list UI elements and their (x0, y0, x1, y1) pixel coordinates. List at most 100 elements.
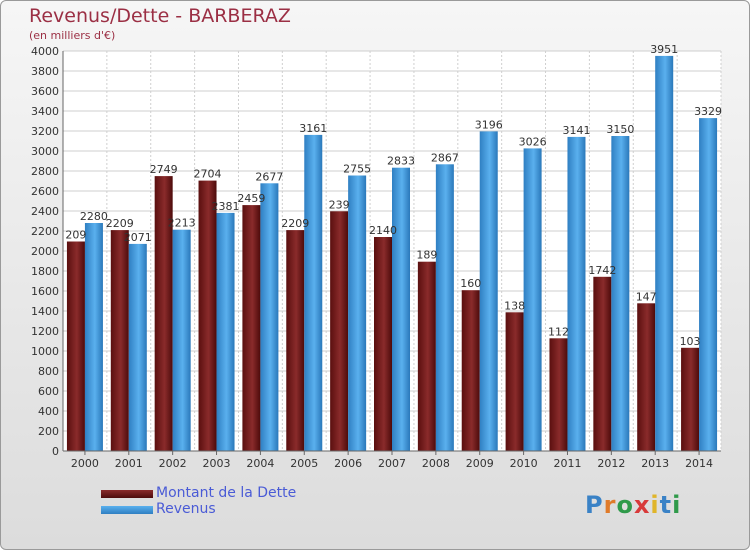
y-tick-label: 200 (38, 425, 59, 438)
bar-dette (154, 176, 173, 451)
x-tick-label: 2000 (71, 457, 99, 470)
bar-dette (242, 205, 261, 451)
x-tick-label: 2004 (246, 457, 274, 470)
bar-dette (198, 180, 217, 451)
y-tick-label: 1400 (31, 305, 59, 318)
data-label-dette: 2209 (281, 217, 309, 230)
bar-dette (637, 303, 656, 451)
y-tick-label: 3400 (31, 105, 59, 118)
x-tick-label: 2010 (510, 457, 538, 470)
bar-revenus (128, 243, 147, 451)
x-tick-label: 2008 (422, 457, 450, 470)
legend-swatch-revenus (101, 506, 153, 514)
bar-revenus (216, 212, 235, 451)
bar-dette (374, 237, 392, 451)
bar-revenus (348, 175, 367, 451)
x-tick-label: 2014 (685, 457, 713, 470)
data-label-dette: 138 (504, 299, 525, 312)
x-tick-label: 2009 (466, 457, 494, 470)
bar-revenus (479, 131, 498, 451)
data-label-revenus: 3150 (606, 123, 634, 136)
bar-dette (66, 241, 85, 451)
x-tick-label: 2003 (203, 457, 231, 470)
data-label-dette: 2209 (106, 217, 134, 230)
bar-revenus (392, 167, 410, 451)
y-tick-label: 2800 (31, 165, 59, 178)
bar-dette (593, 276, 612, 451)
data-label-revenus: 2755 (343, 163, 371, 176)
bar-revenus (611, 136, 630, 451)
data-label-revenus: 3951 (650, 43, 678, 56)
bar-dette (549, 338, 568, 451)
logo-letter: x (633, 491, 651, 519)
axes: 0 200 400 600 800 1000 1200 1400 1600 1800 2000 220… (31, 45, 721, 470)
logo-letter: i (650, 491, 660, 519)
data-label-dette: 147 (636, 290, 657, 303)
bar-revenus (172, 229, 191, 451)
data-label-dette: 160 (460, 277, 481, 290)
data-label-revenus: 2381 (212, 200, 240, 213)
data-label-revenus: 3141 (562, 124, 590, 137)
data-label-dette: 2459 (237, 192, 265, 205)
legend-label-dette: Montant de la Dette (156, 485, 297, 501)
bar-dette (330, 211, 349, 451)
bar-dette (681, 347, 700, 451)
data-label-dette: 1742 (588, 264, 616, 277)
bar-dette (286, 230, 305, 451)
y-tick-label: 1000 (31, 345, 59, 358)
y-tick-label: 3000 (31, 145, 59, 158)
data-label-dette: 112 (548, 325, 569, 338)
logo-letter: o (616, 491, 634, 519)
x-tick-label: 2012 (597, 457, 625, 470)
bar-revenus (435, 164, 454, 452)
bar-dette (461, 290, 480, 451)
y-tick-label: 0 (52, 445, 59, 458)
y-tick-label: 1800 (31, 265, 59, 278)
y-tick-label: 3800 (31, 65, 59, 78)
logo-letter: t (659, 491, 673, 519)
legend-swatch-dette (101, 490, 153, 498)
bar-revenus (260, 183, 279, 452)
data-label-revenus: 3329 (694, 105, 722, 118)
data-label-dette: 2140 (369, 224, 397, 237)
data-label-revenus: 2280 (80, 210, 108, 223)
bar-dette (417, 261, 436, 451)
y-tick-label: 2000 (31, 245, 59, 258)
logo-letter: i (672, 491, 682, 519)
x-tick-label: 2006 (334, 457, 362, 470)
y-tick-label: 600 (38, 385, 59, 398)
y-tick-label: 2600 (31, 185, 59, 198)
data-label-dette: 2749 (150, 163, 178, 176)
chart-title: Revenus/Dette - BARBERAZ (29, 5, 291, 27)
x-tick-label: 2005 (290, 457, 318, 470)
y-tick-label: 2400 (31, 205, 59, 218)
data-label-revenus: 2677 (255, 170, 283, 183)
data-label-dette: 103 (680, 335, 701, 348)
legend-label-revenus: Revenus (156, 501, 216, 517)
y-tick-label: 1200 (31, 325, 59, 338)
y-tick-label: 4000 (31, 45, 59, 58)
y-tick-label: 1600 (31, 285, 59, 298)
bar-revenus (304, 134, 323, 451)
bar-revenus (655, 55, 674, 452)
bar-dette (505, 312, 524, 451)
proxiti-logo: Proxiti (585, 491, 681, 519)
logo-letter: P (585, 491, 604, 519)
data-label-dette: 2704 (194, 168, 222, 181)
y-tick-label: 800 (38, 365, 59, 378)
logo-letter: r (603, 491, 617, 519)
data-labels: 2092280220920712749221327042381245926772… (65, 43, 722, 348)
bar-revenus (567, 136, 586, 451)
bars (66, 55, 718, 452)
data-label-revenus: 2867 (431, 151, 459, 164)
x-tick-label: 2007 (378, 457, 406, 470)
bar-dette (110, 230, 129, 451)
x-tick-label: 2001 (115, 457, 143, 470)
data-label-revenus: 3196 (475, 118, 503, 131)
y-tick-label: 3200 (31, 125, 59, 138)
data-label-revenus: 2213 (168, 217, 196, 230)
bar-revenus (699, 118, 718, 451)
chart-subtitle: (en milliers d'€) (29, 29, 116, 42)
